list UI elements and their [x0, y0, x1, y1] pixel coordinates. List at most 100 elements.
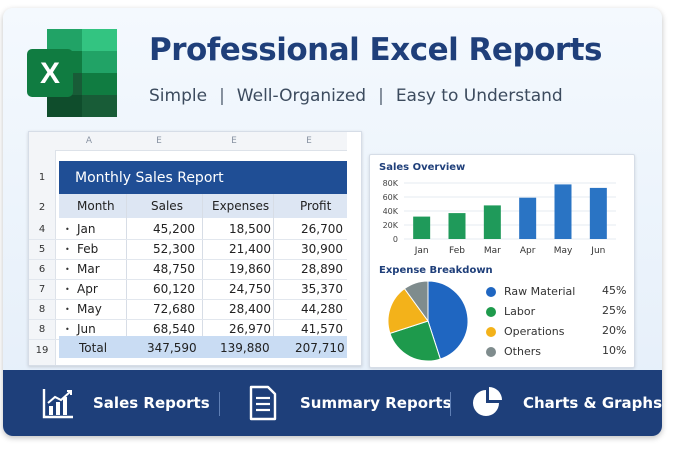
row-number: 5: [38, 243, 46, 255]
row-divider: [29, 279, 347, 280]
cell-month: Jan: [77, 222, 96, 236]
report-card: X Professional Excel Reports Simple | Well…: [3, 8, 662, 436]
row-header-bar: [29, 150, 56, 365]
cell-sales: 68,540: [153, 322, 195, 336]
bar-may: [554, 184, 572, 239]
legend-item: Others: [486, 345, 541, 358]
bar-feb: [448, 213, 466, 239]
table-header-row: [59, 194, 347, 218]
total-expenses: 139,880: [220, 341, 270, 355]
total-profit: 207,710: [295, 341, 345, 355]
header-sales: Sales: [151, 199, 183, 213]
row-number: 7: [38, 283, 46, 295]
footer-item-charts-graphs[interactable]: Charts & Graphs: [471, 370, 662, 436]
sales-bar-chart: 0 20K 40K 60K 80K Jan Feb Mar Apr May Jun: [383, 179, 616, 256]
row-number: 8: [38, 323, 46, 335]
cell-month: May: [77, 302, 102, 316]
header-expenses: Expenses: [212, 199, 270, 213]
footer-item-sales-reports[interactable]: Sales Reports: [41, 370, 210, 436]
legend-label: Operations: [504, 325, 565, 338]
total-label: Total: [79, 341, 108, 355]
row-number: 4: [38, 223, 46, 235]
column-letter: E: [231, 136, 237, 146]
row-divider: [29, 239, 347, 240]
cell-profit: 44,280: [301, 302, 343, 316]
expense-breakdown-title: Expense Breakdown: [379, 265, 493, 276]
x-tick-label: Apr: [520, 246, 536, 256]
y-tick-label: 80K: [383, 179, 399, 188]
cell-profit: 26,700: [301, 222, 343, 236]
row-divider: [29, 259, 347, 260]
legend-label: Raw Material: [504, 285, 576, 298]
x-tick-label: Mar: [484, 246, 501, 256]
row-divider: [29, 319, 347, 320]
pie-slice-operations: [387, 287, 429, 334]
legend-label: Labor: [504, 305, 536, 318]
column-letter: A: [85, 136, 93, 146]
row-bullet-icon: •: [65, 244, 70, 254]
legend-percent: 25%: [602, 304, 627, 317]
column-header-bar: [29, 132, 347, 151]
x-tick-label: May: [554, 246, 573, 256]
spreadsheet: A E E E 1 2 4 5 6 7 8 8 19 Monthly Sales…: [28, 131, 362, 366]
footer-label: Summary Reports: [300, 394, 452, 412]
x-tick-label: Feb: [449, 246, 465, 256]
cell-profit: 35,370: [301, 282, 343, 296]
cell-month: Feb: [77, 242, 99, 256]
cell-sales: 48,750: [153, 262, 195, 276]
cell-month: Mar: [77, 262, 100, 276]
pie-chart-icon: [473, 387, 502, 416]
logo-letter: X: [40, 57, 60, 90]
total-row: [59, 336, 347, 358]
header-profit: Profit: [300, 199, 332, 213]
subtitle-simple: Simple: [149, 86, 208, 106]
row-number: 6: [38, 263, 46, 275]
cell-expenses: 19,860: [229, 262, 271, 276]
cell-month: Jun: [77, 322, 96, 336]
bar-jan: [413, 216, 431, 239]
cell-expenses: 18,500: [229, 222, 271, 236]
excel-logo-icon: X: [27, 29, 117, 117]
legend-swatch: [486, 286, 496, 297]
column-letter: E: [156, 136, 162, 146]
legend-swatch: [486, 326, 496, 337]
y-tick-label: 40K: [383, 207, 399, 216]
footer-bar: Sales Reports Summary Reports Charts & G…: [3, 370, 662, 436]
subtitle-divider: |: [378, 86, 384, 106]
y-tick-label: 20K: [383, 221, 399, 230]
legend-percent: 45%: [602, 284, 627, 297]
subtitle: Simple | Well-Organized | Easy to Understand: [149, 86, 563, 106]
charts-panel: Sales Overview 0 20K 40K 60K 80K Jan Feb Mar Apr…: [369, 154, 635, 368]
subtitle-easy: Easy to Understand: [395, 86, 563, 106]
cell-expenses: 28,400: [229, 302, 271, 316]
legend-item: Labor: [486, 305, 535, 318]
footer-item-summary-reports[interactable]: Summary Reports: [248, 370, 452, 436]
cell-sales: 60,120: [153, 282, 195, 296]
bar-mar: [483, 205, 501, 239]
column-divider: [126, 194, 127, 358]
row-bullet-icon: •: [65, 224, 70, 234]
legend-item: Raw Material: [486, 285, 575, 298]
page-title: Professional Excel Reports: [149, 32, 602, 68]
cell-expenses: 24,750: [229, 282, 271, 296]
table-title: Monthly Sales Report: [59, 161, 347, 194]
subtitle-well-organized: Well-Organized: [236, 86, 367, 106]
legend-item: Operations: [486, 325, 564, 338]
row-divider: [29, 299, 347, 300]
cell-profit: 28,890: [301, 262, 343, 276]
column-letter: E: [306, 136, 312, 146]
header-month: Month: [77, 199, 115, 213]
cell-expenses: 26,970: [229, 322, 271, 336]
footer-divider: [219, 392, 220, 416]
total-sales: 347,590: [147, 341, 197, 355]
legend-percent: 10%: [602, 344, 627, 357]
document-icon: [249, 385, 277, 421]
row-bullet-icon: •: [65, 304, 70, 314]
legend-swatch: [486, 306, 496, 317]
row-number: 1: [38, 171, 46, 183]
subtitle-divider: |: [219, 86, 225, 106]
column-divider: [273, 194, 274, 358]
cell-expenses: 21,400: [229, 242, 271, 256]
cell-sales: 45,200: [153, 222, 195, 236]
row-number: 19: [35, 344, 49, 356]
